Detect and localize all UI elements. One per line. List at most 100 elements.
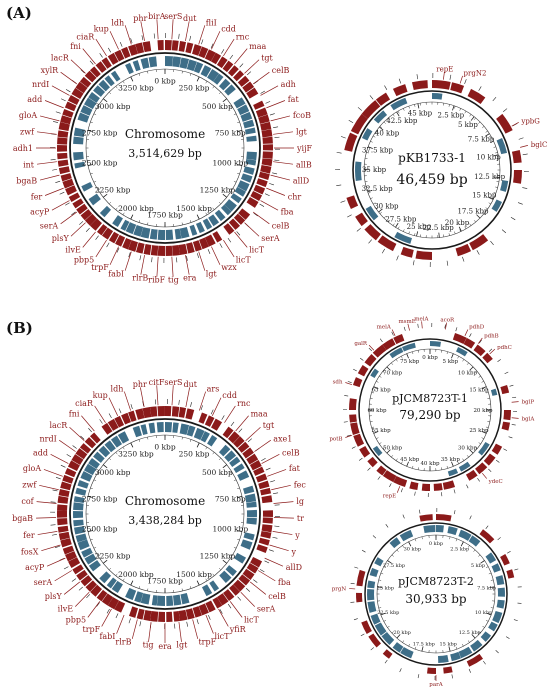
scale-minor-tick [454, 231, 456, 234]
gene-label: potB [329, 436, 342, 442]
feature-forward-strand [246, 563, 259, 574]
feature-reverse-strand [394, 231, 412, 244]
annotation-tick [505, 636, 510, 639]
feature-reverse-strand [77, 539, 90, 551]
feature-reverse-strand [186, 425, 196, 437]
feature-reverse-strand [88, 193, 101, 206]
scale-major-tick [489, 586, 495, 588]
feature-forward-strand [60, 173, 72, 182]
scale-minor-tick [449, 536, 451, 540]
gene-leader-line [140, 21, 145, 41]
gene-leader-line [235, 415, 249, 432]
gene-label: tgt [263, 421, 275, 430]
scale-minor-tick [97, 188, 101, 191]
feature-forward-strand [466, 653, 484, 667]
annotation-tick [497, 359, 501, 362]
scale-major-tick [102, 193, 108, 198]
feature-reverse-strand [229, 456, 241, 468]
gene-label: fosX [21, 547, 39, 556]
feature-forward-strand [75, 448, 88, 460]
feature-forward-strand [216, 56, 228, 69]
scale-minor-tick [402, 640, 405, 643]
feature-reverse-strand [186, 59, 198, 72]
scale-major-tick [417, 103, 420, 109]
scale-minor-tick [237, 487, 240, 489]
gene-leader-line [223, 239, 235, 258]
annotation-tick [368, 347, 372, 352]
scale-minor-tick [147, 222, 149, 226]
annotation-tick [357, 107, 362, 111]
feature-forward-strand [128, 44, 138, 56]
gene-leader-line [396, 486, 401, 493]
annotation-tick [361, 549, 366, 553]
feature-reverse-strand [243, 532, 255, 541]
scale-tick-label: 1500 kbp [176, 570, 212, 579]
feature-reverse-strand [75, 487, 87, 496]
feature-forward-strand [72, 198, 84, 209]
annotation-tick [130, 404, 133, 410]
scale-minor-tick [205, 578, 208, 582]
feature-forward-strand [107, 597, 119, 610]
gene-leader-line [156, 19, 159, 40]
gene-label: fcoB [293, 111, 311, 120]
gene-leader-line [421, 321, 423, 329]
scale-minor-tick [229, 188, 233, 191]
scale-minor-tick [190, 439, 192, 442]
annotation-tick [403, 326, 406, 331]
panel-label-a: (A) [6, 4, 32, 22]
gene-label: nrdI [39, 434, 56, 443]
gene-leader-line [54, 570, 72, 582]
feature-forward-strand [198, 412, 208, 424]
feature-forward-strand [67, 95, 80, 106]
feature-reverse-strand [450, 651, 461, 662]
scale-minor-tick [493, 192, 496, 194]
annotation-tick [441, 492, 443, 497]
scale-minor-tick [383, 121, 386, 124]
gene-leader-line [266, 100, 286, 109]
feature-forward-strand [442, 480, 456, 490]
feature-forward-strand [79, 443, 92, 454]
scale-minor-tick [478, 442, 481, 445]
gene-leader-line [39, 115, 60, 122]
scale-tick-label: 30 kbp [404, 547, 421, 553]
gene-leader-line [273, 501, 294, 504]
plasmid-size-b2: 30,933 bp [405, 592, 466, 606]
scale-minor-tick [147, 588, 149, 592]
feature-forward-strand [128, 606, 138, 618]
feature-forward-strand [382, 338, 396, 351]
scale-minor-tick [490, 607, 494, 609]
feature-forward-strand [205, 600, 216, 613]
feature-forward-strand [211, 52, 222, 65]
annotation-tick [503, 448, 508, 451]
scale-minor-tick [464, 110, 467, 114]
backbone-ring [352, 90, 512, 250]
scale-major-tick [481, 386, 487, 389]
annotation-tick [476, 250, 480, 255]
scale-minor-tick [475, 371, 478, 374]
annotation-tick [360, 633, 365, 637]
gene-leader-line [140, 255, 145, 275]
scale-tick-label: 5 kbp [458, 121, 478, 129]
feature-reverse-strand [224, 84, 236, 96]
feature-forward-strand [357, 365, 369, 377]
feature-forward-strand [443, 666, 453, 674]
scale-major-tick [396, 634, 401, 639]
annotation-tick [464, 79, 467, 85]
feature-reverse-strand [225, 565, 237, 577]
gene-leader-line [95, 239, 107, 258]
feature-forward-strand [58, 531, 70, 541]
gene-leader-line [192, 619, 199, 639]
gene-leader-line [489, 348, 496, 355]
annotation-tick [514, 568, 519, 571]
annotation-tick [495, 459, 500, 463]
gene-leader-line [234, 48, 248, 65]
feature-forward-strand [260, 531, 272, 539]
gene-label: lgt [206, 269, 218, 278]
gene-leader-line [156, 385, 159, 406]
gene-leader-line [254, 439, 272, 452]
feature-forward-strand [62, 108, 74, 118]
gene-label: cdd [222, 391, 237, 400]
feature-reverse-strand [447, 526, 458, 536]
